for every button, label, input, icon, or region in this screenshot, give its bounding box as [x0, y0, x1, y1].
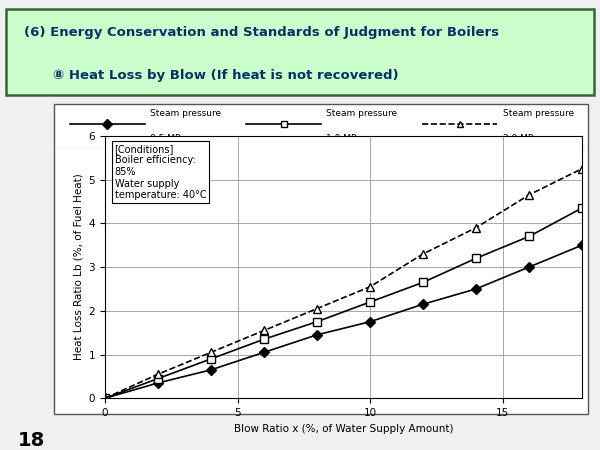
Text: 18: 18: [18, 431, 45, 450]
X-axis label: Blow Ratio x (%, of Water Supply Amount): Blow Ratio x (%, of Water Supply Amount): [234, 423, 453, 433]
Y-axis label: Heat Loss Ratio Lb (%, of Fuel Heat): Heat Loss Ratio Lb (%, of Fuel Heat): [73, 174, 83, 360]
FancyBboxPatch shape: [54, 104, 588, 414]
Text: Steam pressure: Steam pressure: [503, 109, 574, 118]
Text: ⑧ Heat Loss by Blow (If heat is not recovered): ⑧ Heat Loss by Blow (If heat is not reco…: [53, 69, 398, 82]
Text: 2.0 MPa: 2.0 MPa: [503, 134, 538, 143]
Text: (6) Energy Conservation and Standards of Judgment for Boilers: (6) Energy Conservation and Standards of…: [23, 27, 499, 40]
FancyBboxPatch shape: [6, 9, 594, 94]
Text: Steam pressure: Steam pressure: [326, 109, 397, 118]
Text: 1.0 MPa: 1.0 MPa: [326, 134, 362, 143]
Text: 0.5 MPa: 0.5 MPa: [150, 134, 185, 143]
Text: [Conditions]
Boiler efficiency:
85%
Water supply
temperature: 40°C: [Conditions] Boiler efficiency: 85% Wate…: [115, 144, 206, 200]
Text: Steam pressure: Steam pressure: [150, 109, 221, 118]
